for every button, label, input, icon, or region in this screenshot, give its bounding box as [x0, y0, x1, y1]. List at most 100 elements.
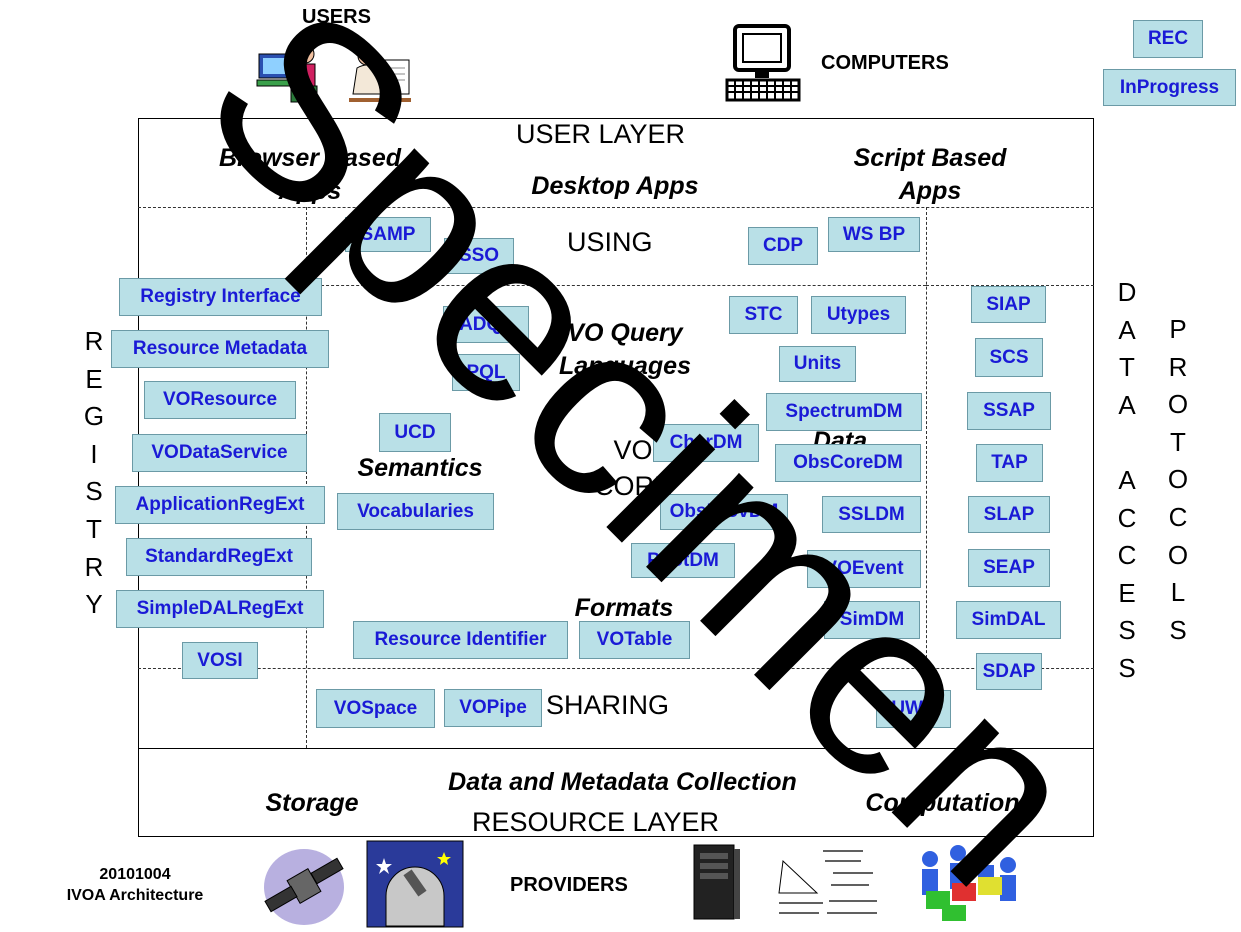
access-letter: E — [1118, 577, 1136, 608]
std-ssap: SSAP — [967, 392, 1051, 430]
vo-query-line2: Languages — [559, 352, 691, 380]
user-writing-icon — [349, 46, 411, 102]
protocols-letter: T — [1170, 426, 1186, 457]
computers-heading: COMPUTERS — [821, 52, 949, 74]
protocols-letter: P — [1169, 314, 1187, 344]
std-votable: VOTable — [579, 621, 690, 659]
teamwork-puzzle-icon — [922, 845, 1016, 921]
observatory-icon — [366, 840, 464, 928]
std-pql: PQL — [452, 354, 520, 391]
vo-core-line2: CORE — [594, 471, 673, 501]
resource-layer-divider — [138, 748, 1094, 749]
protocols-letter: O — [1167, 464, 1189, 495]
computation-label: Computation — [865, 789, 1020, 817]
std-spectrumdm: SpectrumDM — [766, 393, 922, 431]
server-icon — [693, 844, 740, 920]
std-seap: SEAP — [968, 549, 1050, 587]
resource-layer-title: RESOURCE LAYER — [472, 807, 720, 837]
vo-query-line1: VO Query — [567, 319, 683, 347]
std-scs: SCS — [975, 338, 1043, 377]
protocols-letter: C — [1168, 501, 1188, 532]
protocols-column-divider — [926, 207, 927, 668]
vo-query-label: VO Query Languages — [540, 317, 710, 383]
std-tap: TAP — [976, 444, 1043, 482]
storage-label: Storage — [265, 789, 359, 817]
vo-core-line1: VO — [613, 435, 653, 465]
std-ucd: UCD — [379, 413, 451, 452]
footer-caption: 20101004 IVOA Architecture — [50, 864, 220, 906]
std-stc: STC — [729, 296, 798, 334]
formats-label: Formats — [574, 594, 674, 622]
semantics-label: Semantics — [357, 454, 483, 482]
registry-letter: R — [84, 551, 104, 582]
std-registry-interface: Registry Interface — [119, 278, 322, 316]
std-vosi: VOSI — [182, 642, 258, 679]
std-wsbp: WS BP — [828, 217, 920, 252]
registry-letter: I — [90, 438, 98, 469]
user-layer-title: USER LAYER — [516, 119, 686, 149]
std-vospace: VOSpace — [316, 689, 435, 728]
satellite-icon — [264, 849, 344, 925]
data-letter: A — [1118, 314, 1136, 345]
access-letter: C — [1117, 540, 1137, 571]
browser-apps-line2: Apps — [278, 177, 342, 205]
sharing-title: SHARING — [546, 690, 670, 720]
protocols-letter: O — [1167, 389, 1189, 420]
computer-icon — [725, 24, 801, 102]
registry-letter: G — [83, 401, 105, 432]
registry-letter: Y — [85, 589, 103, 620]
std-ssldm: SSLDM — [822, 496, 921, 533]
std-sdap: SDAP — [976, 653, 1042, 690]
registry-letter: R — [84, 326, 104, 356]
using-title: USING — [567, 227, 653, 257]
architecture-frame — [138, 118, 1094, 837]
data-letter: D — [1117, 277, 1137, 307]
data-letter: A — [1118, 389, 1136, 420]
std-vocabularies: Vocabularies — [337, 493, 494, 530]
footer-date: 20101004 — [99, 866, 171, 883]
std-standardregext: StandardRegExt — [126, 538, 312, 576]
script-apps-line2: Apps — [898, 177, 962, 205]
std-units: Units — [779, 346, 856, 382]
access-letter: S — [1118, 652, 1136, 683]
std-voresource: VOResource — [144, 381, 296, 419]
data-letter: T — [1119, 352, 1135, 383]
user-at-computer-icon — [256, 44, 318, 103]
using-divider — [306, 285, 926, 286]
std-photdm: PhotDM — [631, 543, 735, 578]
browser-apps-label: Browser Based Apps — [200, 142, 420, 208]
std-applicationregext: ApplicationRegExt — [115, 486, 325, 524]
std-slap: SLAP — [968, 496, 1050, 533]
protocols-letter: O — [1167, 539, 1189, 570]
data-collection-label: Data and Metadata Collection — [448, 768, 797, 796]
std-simdal: SimDAL — [956, 601, 1061, 639]
sharing-divider — [138, 668, 1094, 669]
std-resource-metadata: Resource Metadata — [111, 330, 329, 368]
access-letter: A — [1118, 465, 1136, 495]
users-heading: USERS — [302, 6, 371, 28]
std-cdp: CDP — [748, 227, 818, 265]
std-chardm: CharDM — [653, 424, 759, 462]
registry-letter: E — [85, 363, 103, 394]
script-apps-label: Script Based Apps — [830, 142, 1030, 208]
vo-core-title: VO CORE — [594, 432, 672, 504]
std-obscoredm: ObsCoreDM — [775, 444, 921, 482]
std-siap: SIAP — [971, 286, 1046, 323]
access-letter: C — [1117, 502, 1137, 533]
std-simdm: SimDM — [824, 601, 920, 639]
footer-architecture: IVOA Architecture — [66, 887, 204, 904]
protocols-letter: L — [1170, 577, 1186, 608]
std-vopipe: VOPipe — [444, 689, 542, 727]
std-resource-identifier: Resource Identifier — [353, 621, 568, 659]
protocols-letter: R — [1168, 351, 1188, 382]
registry-column-divider — [306, 207, 307, 748]
access-letter: S — [1118, 615, 1136, 646]
std-sso: SSO — [444, 238, 514, 274]
providers-heading: PROVIDERS — [510, 874, 628, 896]
std-uws: UWS — [876, 690, 951, 728]
legend-inprogress: InProgress — [1103, 69, 1236, 106]
